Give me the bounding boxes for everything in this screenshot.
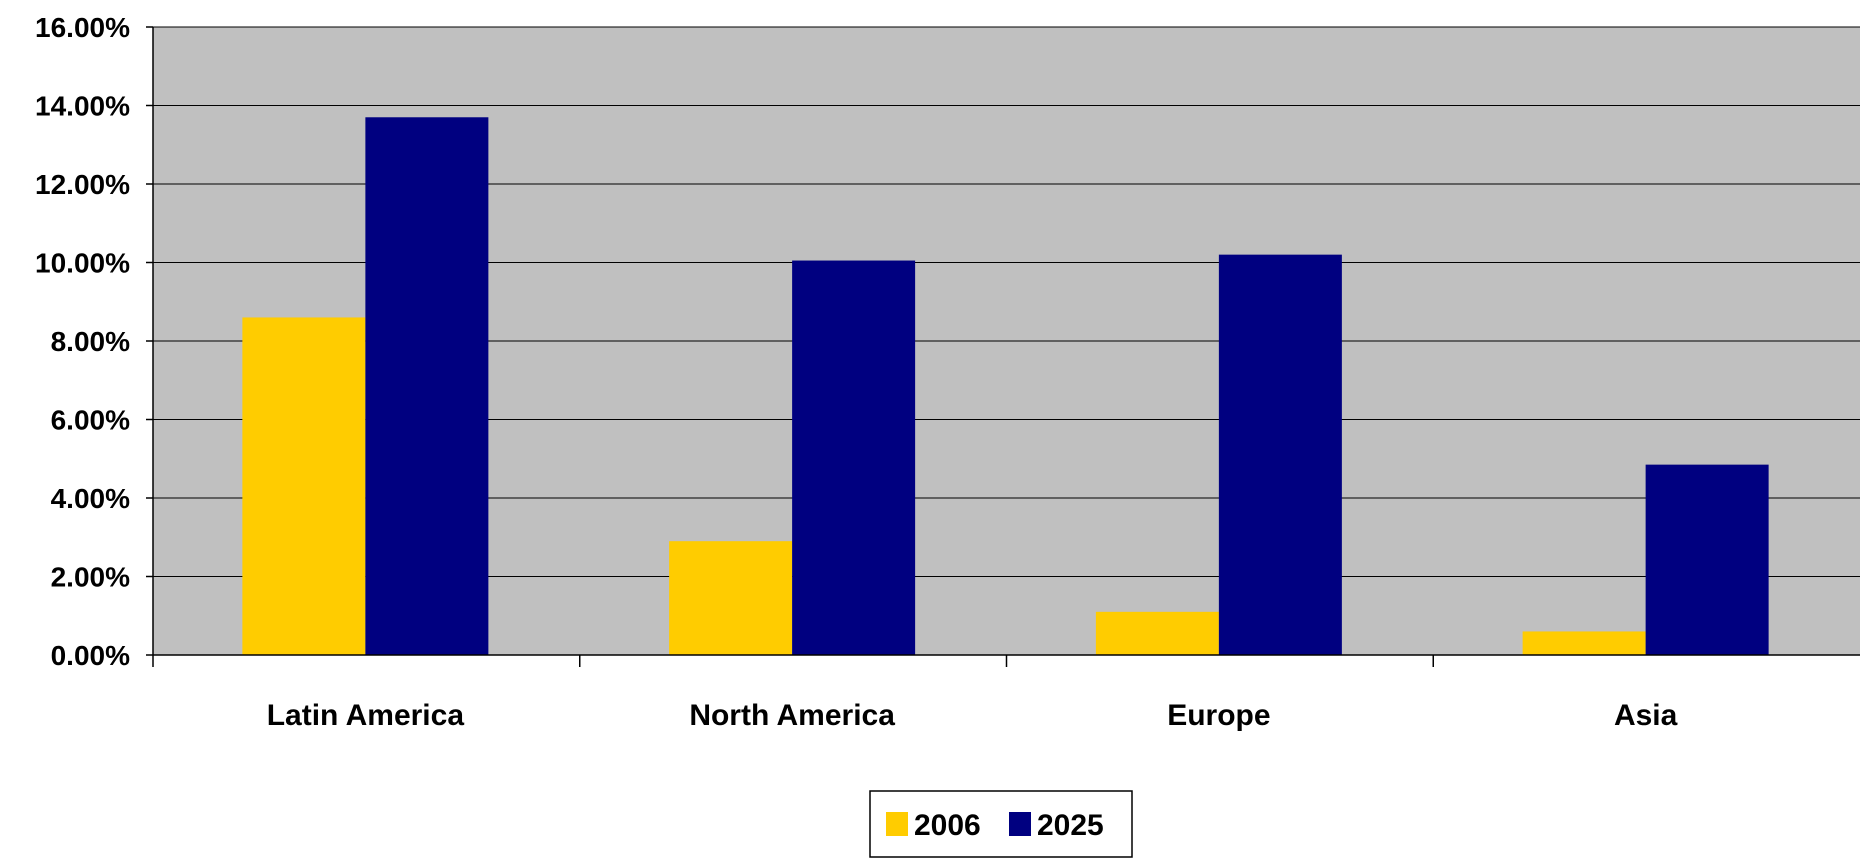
bar-2025-asia: [1645, 464, 1769, 655]
y-tick-label: 0.00%: [51, 640, 130, 671]
y-tick-label: 10.00%: [35, 248, 130, 279]
legend-label-2006: 2006: [914, 809, 981, 842]
y-tick-label: 6.00%: [51, 405, 130, 436]
legend-swatch-2025: [1009, 812, 1031, 836]
x-tick-label: Asia: [1614, 699, 1678, 732]
legend-label-2025: 2025: [1037, 809, 1104, 842]
x-tick-label: Latin America: [267, 699, 465, 732]
legend: 2006 2025: [869, 790, 1133, 858]
x-tick-labels: Latin America North America Europe Asia: [267, 699, 1678, 732]
bar-2006-latin-america: [242, 317, 366, 655]
bar-2025-latin-america: [365, 117, 489, 655]
bar-2025-north-america: [792, 260, 916, 655]
y-tick-label: 16.00%: [35, 12, 130, 43]
bar-2006-north-america: [669, 541, 793, 655]
y-tick-label: 4.00%: [51, 483, 130, 514]
bar-2025-europe: [1218, 254, 1342, 655]
bar-2006-asia: [1522, 631, 1646, 655]
y-tick-label: 2.00%: [51, 562, 130, 593]
y-tick-label: 14.00%: [35, 91, 130, 122]
bar-2006-europe: [1095, 611, 1219, 655]
bars: [242, 117, 1769, 655]
y-tick-label: 12.00%: [35, 169, 130, 200]
x-tick-label: North America: [689, 699, 895, 732]
axes: [146, 26, 1860, 667]
y-tick-labels: 0.00% 2.00% 4.00% 6.00% 8.00% 10.00% 12.00% 14.…: [35, 12, 130, 671]
y-tick-label: 8.00%: [51, 326, 130, 357]
legend-swatch-2006: [886, 812, 908, 836]
x-tick-label: Europe: [1167, 699, 1270, 732]
legend-box: [869, 790, 1133, 858]
